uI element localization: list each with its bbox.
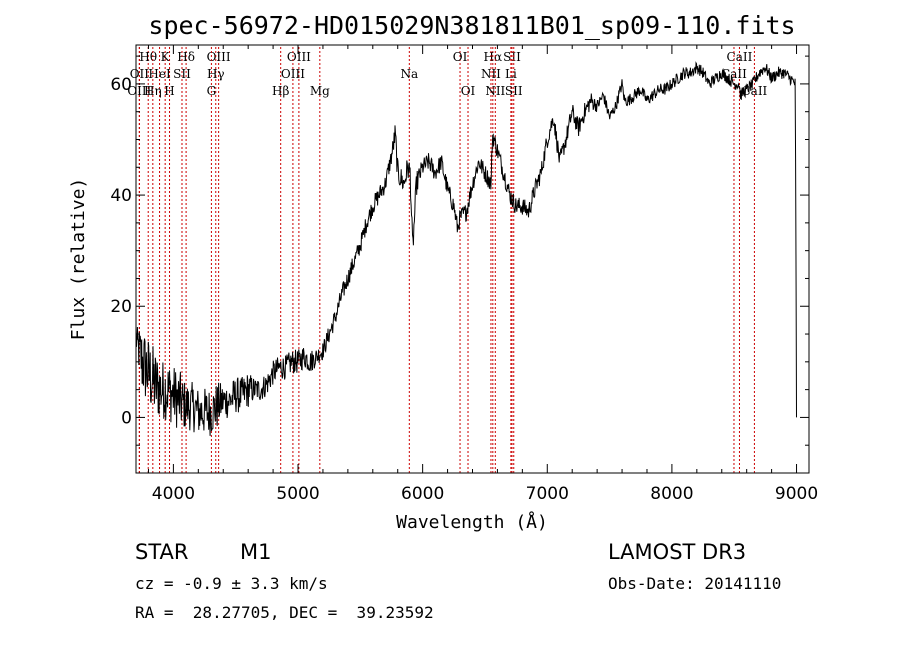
y-tick-label: 40 (110, 186, 132, 206)
plot-area: Hθ OII OIII K HeI Hη Hδ SII H OIII Hγ G OIII OIII Hβ Mg… (127, 47, 797, 473)
line-label: OI (453, 50, 468, 64)
line-label: OI (461, 84, 476, 98)
line-label: Li (505, 67, 517, 81)
line-label: OIII (127, 84, 151, 98)
x-tick-label: 7000 (526, 484, 569, 504)
line-label: OII (130, 67, 150, 81)
line-label: G (207, 84, 217, 98)
line-label: Hδ (177, 50, 195, 64)
survey-name: LAMOST DR3 (608, 540, 747, 564)
x-tick-label: 4000 (152, 484, 195, 504)
line-label: Mg (310, 84, 330, 98)
line-label: NII (485, 84, 505, 98)
object-class: STAR (135, 540, 189, 564)
x-tick-label: 9000 (775, 484, 818, 504)
x-tick-label: 8000 (650, 484, 693, 504)
line-label: Hθ (139, 50, 157, 64)
line-label: SII (503, 50, 521, 64)
object-subclass: M1 (240, 540, 272, 564)
x-tick-label: 6000 (401, 484, 444, 504)
chart-title: spec-56972-HD015029N381811B01_sp09-110.f… (148, 11, 795, 40)
axis-ticks: 4000 5000 6000 7000 8000 9000 0 20 40 60 (110, 45, 818, 504)
line-label: Na (400, 67, 418, 81)
y-tick-label: 20 (110, 297, 132, 317)
line-label: Hγ (207, 67, 225, 81)
y-axis-title: Flux (relative) (68, 178, 89, 341)
spectrum-line (135, 61, 797, 436)
obs-date: Obs-Date: 20141110 (608, 574, 782, 593)
y-tick-label: 60 (110, 75, 132, 95)
line-label: HeI (148, 67, 171, 81)
line-label: OIII (281, 67, 305, 81)
line-label: K (161, 50, 171, 64)
line-label: Hβ (272, 84, 289, 98)
x-axis-title: Wavelength (Å) (396, 511, 548, 533)
line-label: SII (173, 67, 191, 81)
line-label: OIII (287, 50, 311, 64)
redshift-readout: cz = -0.9 ± 3.3 km/s (135, 574, 328, 593)
coordinates: RA = 28.27705, DEC = 39.23592 (135, 603, 434, 622)
line-label: SII (505, 84, 523, 98)
line-label: NII (481, 67, 501, 81)
line-label: CaII (727, 50, 753, 64)
x-tick-label: 5000 (276, 484, 319, 504)
line-label: H (164, 84, 174, 98)
y-tick-label: 0 (121, 408, 132, 428)
line-label: Hα (484, 50, 503, 64)
line-label: OIII (207, 50, 231, 64)
plot-frame (135, 44, 810, 474)
line-label: Hη (144, 84, 162, 98)
